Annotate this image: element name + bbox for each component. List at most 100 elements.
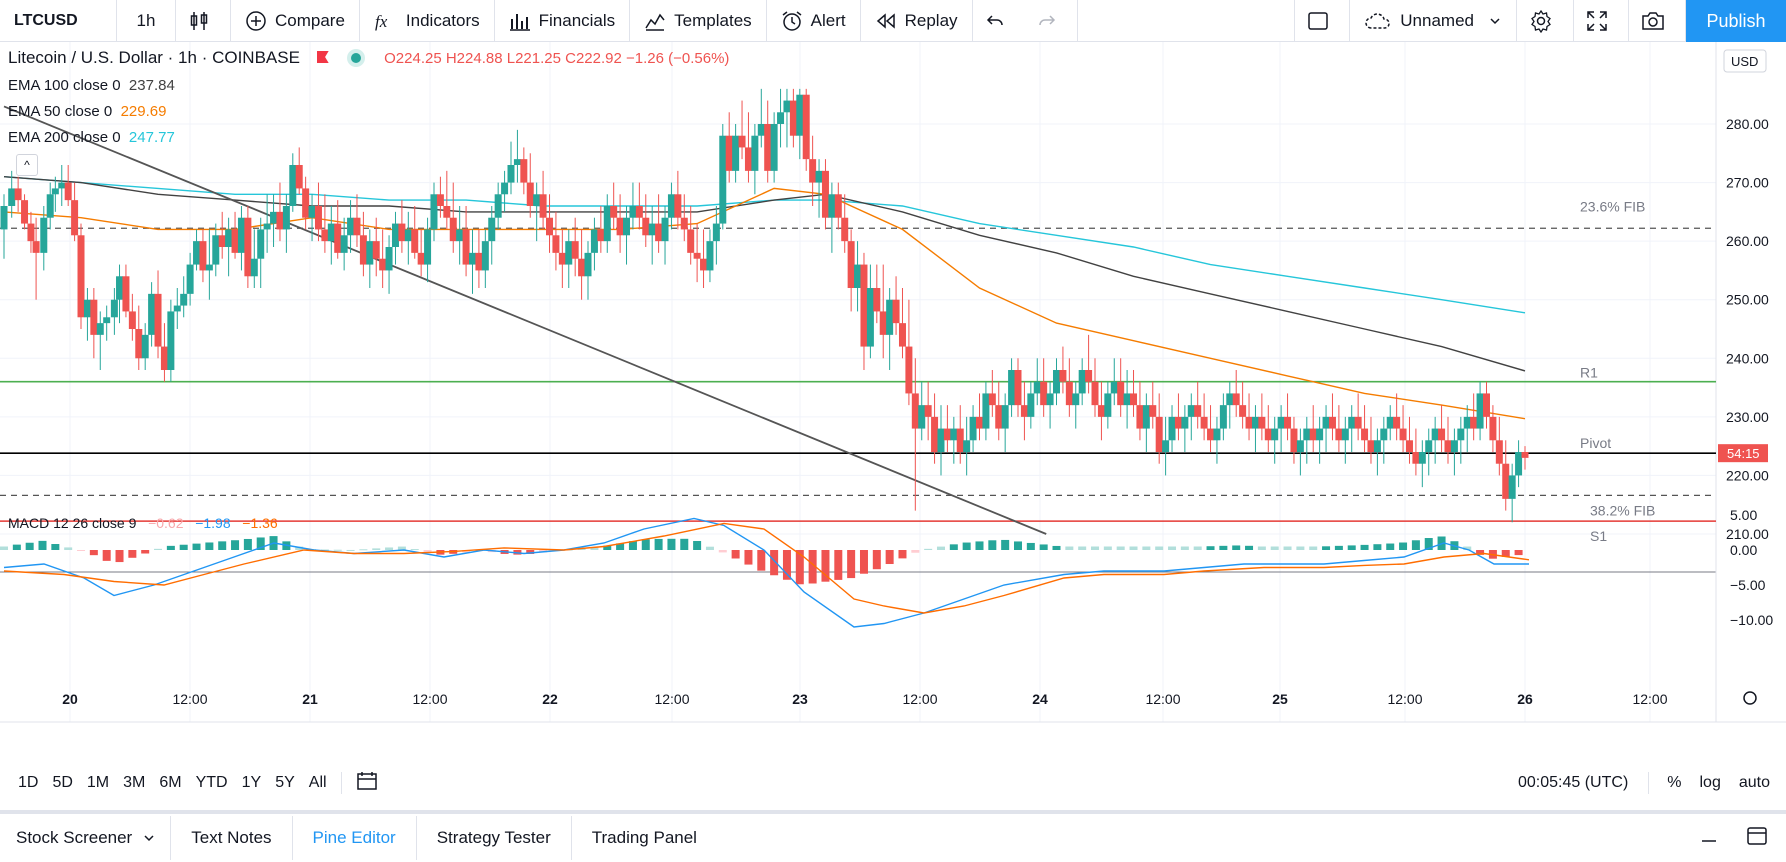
candle-body: [1072, 393, 1080, 406]
macd-histogram-bar: [166, 545, 175, 550]
candle-body: [539, 194, 547, 218]
chart-type-button[interactable]: [176, 0, 231, 42]
level-label: R1: [1580, 365, 1598, 381]
financials-button[interactable]: Financials: [495, 0, 631, 42]
candle-body: [969, 416, 977, 441]
interval-button[interactable]: 1h: [117, 0, 176, 42]
maximize-panel-button[interactable]: [1746, 826, 1768, 851]
candle-body: [546, 217, 554, 236]
macd-histogram-bar: [1103, 546, 1112, 550]
macd-histogram-bar: [885, 550, 894, 565]
macd-signal-value: −1.36: [242, 515, 278, 531]
ema50-legend[interactable]: EMA 50 close 0 229.69: [8, 103, 166, 120]
macd-histogram-bar: [128, 550, 137, 558]
candle-body: [1200, 416, 1208, 429]
candle-body: [892, 299, 900, 324]
chart-area[interactable]: 23.6% FIB R1 Pivot 38.2% FIB S1 280.00 270.00 2…: [0, 42, 1786, 728]
expand-icon: [1587, 10, 1607, 31]
macd-histogram-bar: [1001, 539, 1010, 550]
rewind-icon: [876, 12, 895, 29]
candles-icon: [190, 11, 208, 30]
macd-histogram-bar: [1232, 545, 1241, 550]
redo-button[interactable]: [1025, 0, 1078, 42]
candle-body: [1264, 428, 1272, 441]
publish-button[interactable]: Publish: [1686, 0, 1786, 42]
utc-clock[interactable]: 00:05:45 (UTC): [1518, 774, 1629, 791]
candle-body: [777, 112, 785, 124]
tab-pine-editor[interactable]: Pine Editor: [293, 816, 417, 860]
macd-histogram-bar: [346, 549, 355, 551]
macd-histogram-bar: [1039, 544, 1048, 550]
templates-button[interactable]: Templates: [630, 0, 767, 42]
settings-button[interactable]: [1517, 0, 1574, 42]
time-axis-label: 12:00: [412, 691, 447, 707]
macd-histogram-bar: [616, 543, 625, 550]
macd-histogram-bar: [1514, 550, 1523, 556]
top-toolbar: LTCUSD 1h Compare fx Indicators Financia…: [0, 0, 1786, 42]
tab-trading-panel[interactable]: Trading Panel: [572, 816, 717, 860]
candle-body: [1470, 416, 1478, 429]
candle-body: [1097, 405, 1105, 417]
red-flag-icon[interactable]: [316, 51, 329, 63]
candle-body: [96, 323, 104, 335]
macd-signal-line: [3, 522, 1530, 614]
candle-body: [700, 258, 708, 271]
range-1m[interactable]: 1M: [86, 774, 110, 791]
layout-name-button[interactable]: Unnamed: [1350, 0, 1517, 42]
tab-strategy-tester[interactable]: Strategy Tester: [417, 816, 572, 860]
indicators-button[interactable]: fx Indicators: [360, 0, 495, 42]
candle-body: [135, 329, 143, 359]
candle-body: [1065, 381, 1073, 406]
chart-canvas[interactable]: 23.6% FIB R1 Pivot 38.2% FIB S1 280.00 270.00 2…: [0, 42, 1786, 728]
tab-stock-screener[interactable]: Stock Screener: [0, 816, 172, 860]
candle-body: [173, 305, 181, 312]
ema200-legend[interactable]: EMA 200 close 0 247.77: [8, 129, 175, 146]
symbol-search[interactable]: LTCUSD: [0, 0, 117, 42]
candle-body: [565, 241, 573, 265]
candle-body: [1020, 405, 1028, 417]
range-1d[interactable]: 1D: [18, 774, 39, 791]
candle-body: [1399, 428, 1407, 441]
goto-date-button[interactable]: [356, 771, 378, 796]
range-5y[interactable]: 5Y: [275, 774, 295, 791]
replay-button[interactable]: Replay: [861, 0, 973, 42]
candle-body: [1149, 405, 1157, 417]
level-label: 23.6% FIB: [1580, 198, 1645, 214]
macd-histogram-bar: [911, 550, 920, 553]
svg-text:fx: fx: [375, 12, 388, 31]
range-1y[interactable]: 1Y: [241, 774, 262, 791]
macd-histogram-bar: [1476, 550, 1485, 555]
range-5d[interactable]: 5D: [52, 774, 73, 791]
range-6m[interactable]: 6M: [159, 774, 182, 791]
macd-histogram-bar: [693, 540, 702, 550]
range-3m[interactable]: 3M: [123, 774, 146, 791]
range-ytd[interactable]: YTD: [195, 774, 228, 791]
candle-body: [475, 252, 483, 271]
percent-toggle[interactable]: %: [1667, 774, 1682, 791]
fullscreen-box-button[interactable]: [1294, 0, 1351, 42]
undo-button[interactable]: [973, 0, 1025, 42]
ema100-legend[interactable]: EMA 100 close 0 237.84: [8, 77, 175, 94]
macd-label: MACD 12 26 close 9: [8, 515, 137, 531]
collapse-legend-button[interactable]: ^: [16, 154, 38, 176]
cloud-icon: [1365, 12, 1391, 29]
auto-toggle[interactable]: auto: [1738, 774, 1770, 791]
price-axis-label: 250.00: [1726, 292, 1769, 308]
minimize-panel-button[interactable]: [1700, 827, 1718, 850]
macd-legend[interactable]: MACD 12 26 close 9 −0.62 −1.98 −1.36: [8, 515, 278, 531]
candle-body: [821, 170, 829, 218]
range-all[interactable]: All: [308, 774, 327, 791]
tab-text-notes[interactable]: Text Notes: [171, 816, 293, 860]
candle-body: [443, 206, 451, 218]
compare-button[interactable]: Compare: [231, 0, 360, 42]
snapshot-button[interactable]: [1629, 0, 1686, 42]
macd-histogram-bar: [1322, 546, 1331, 550]
candle-body: [372, 241, 380, 259]
fullscreen-button[interactable]: [1574, 0, 1629, 42]
symbol-title[interactable]: Litecoin / U.S. Dollar · 1h · COINBASE: [8, 48, 300, 67]
macd-histogram-bar: [1257, 546, 1266, 550]
alert-button[interactable]: Alert: [767, 0, 861, 42]
candle-body: [1418, 452, 1426, 464]
axis-settings-icon[interactable]: [1743, 691, 1757, 705]
log-toggle[interactable]: log: [1699, 774, 1721, 791]
